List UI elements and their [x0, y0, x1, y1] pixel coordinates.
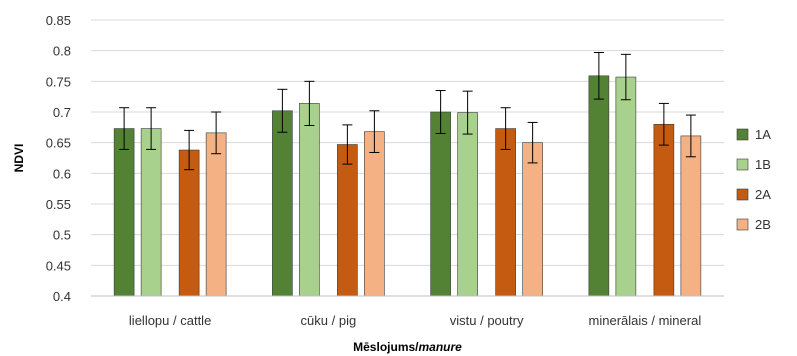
y-axis-title: NDVI [12, 144, 26, 173]
bar-2B [522, 142, 543, 297]
y-tick-label: 0.65 [46, 136, 71, 151]
y-tick-label: 0.8 [53, 44, 71, 59]
bar-1B [140, 128, 162, 297]
y-tick-label: 0.4 [53, 289, 71, 304]
legend-swatch-1B [736, 158, 749, 171]
y-tick-label: 0.6 [53, 166, 71, 181]
x-axis-title-main: Mēslojums/ [353, 340, 419, 354]
bar-2A [178, 149, 200, 297]
legend-label-1B: 1B [755, 157, 771, 172]
legend-label-1A: 1A [755, 127, 771, 142]
error-bars [119, 52, 696, 171]
bar-1A [430, 111, 451, 297]
bar-1B [615, 76, 637, 297]
y-tick-label: 0.75 [46, 74, 71, 89]
x-category-label: minerālais / mineral [589, 313, 702, 328]
bar-2B [364, 131, 385, 297]
bar-2A [337, 144, 358, 297]
y-tick-label: 0.85 [46, 13, 71, 28]
legend-label-2A: 2A [755, 187, 771, 202]
x-category-label: liellopu / cattle [129, 313, 211, 328]
x-axis-title: Mēslojums/manure [353, 340, 462, 354]
legend: 1A 1B 2A 2B [736, 127, 771, 232]
x-axis-categories: liellopu / cattle cūku / pig vistu / poutr… [129, 313, 701, 328]
y-tick-label: 0.55 [46, 197, 71, 212]
legend-swatch-2B [736, 218, 749, 231]
x-category-label: vistu / poutry [450, 313, 524, 328]
legend-label-2B: 2B [755, 217, 771, 232]
x-axis-title-italic: manure [419, 340, 463, 354]
legend-swatch-1A [736, 128, 749, 141]
bar-2B [680, 135, 702, 297]
bar-2A [495, 128, 516, 297]
bar-2A [653, 123, 675, 297]
bar-1A [588, 75, 610, 297]
bar-1B [457, 112, 478, 297]
y-axis-ticks: 0.85 0.8 0.75 0.7 0.65 0.6 0.55 0.5 0.45 0.4 [46, 13, 71, 304]
x-category-label: cūku / pig [301, 313, 357, 328]
bar-1B [299, 103, 320, 297]
bar-2B [205, 132, 227, 297]
bar-1A [272, 110, 293, 297]
y-tick-label: 0.5 [53, 228, 71, 243]
y-tick-label: 0.7 [53, 105, 71, 120]
bars [113, 75, 702, 297]
legend-swatch-2A [736, 188, 749, 201]
y-tick-label: 0.45 [46, 258, 71, 273]
bar-1A [113, 128, 135, 297]
